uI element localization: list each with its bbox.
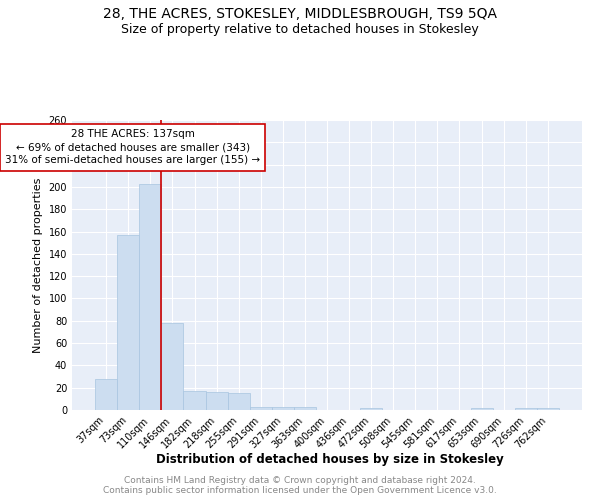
Bar	[227, 394, 250, 410]
Text: Distribution of detached houses by size in Stokesley: Distribution of detached houses by size …	[156, 452, 504, 466]
Bar	[272, 406, 294, 410]
Bar	[117, 235, 139, 410]
Bar	[360, 408, 382, 410]
Text: 28 THE ACRES: 137sqm
← 69% of detached houses are smaller (343)
31% of semi-deta: 28 THE ACRES: 137sqm ← 69% of detached h…	[5, 129, 260, 166]
Bar	[139, 184, 161, 410]
Text: Contains HM Land Registry data © Crown copyright and database right 2024.
Contai: Contains HM Land Registry data © Crown c…	[103, 476, 497, 495]
Bar	[161, 323, 184, 410]
Bar	[250, 406, 272, 410]
Text: Size of property relative to detached houses in Stokesley: Size of property relative to detached ho…	[121, 22, 479, 36]
Bar	[515, 408, 537, 410]
Bar	[294, 406, 316, 410]
Bar	[206, 392, 227, 410]
Bar	[537, 408, 559, 410]
Bar	[184, 391, 206, 410]
Text: 28, THE ACRES, STOKESLEY, MIDDLESBROUGH, TS9 5QA: 28, THE ACRES, STOKESLEY, MIDDLESBROUGH,…	[103, 8, 497, 22]
Y-axis label: Number of detached properties: Number of detached properties	[33, 178, 43, 352]
Bar	[95, 379, 117, 410]
Bar	[470, 408, 493, 410]
